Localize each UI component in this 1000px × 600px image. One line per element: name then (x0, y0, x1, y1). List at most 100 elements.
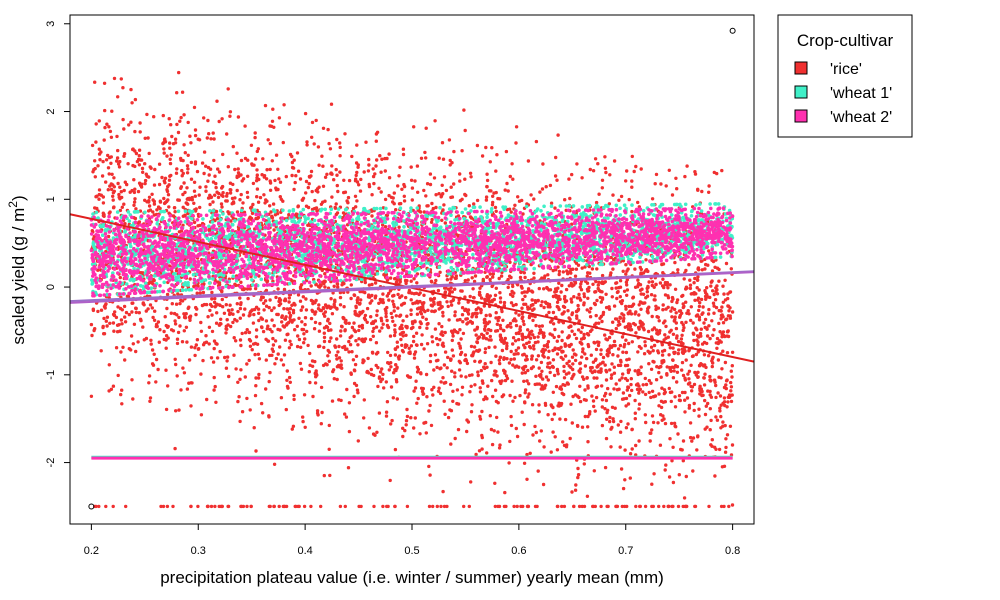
rice-point (389, 361, 393, 365)
rice-point (225, 191, 229, 196)
rice-point (352, 321, 356, 325)
rice-point (93, 80, 97, 84)
rice-point (371, 329, 375, 334)
rice-point (338, 295, 343, 300)
rice-point (374, 164, 378, 168)
rice-point (258, 195, 263, 200)
rice-point (523, 294, 527, 298)
rice-point (600, 178, 605, 182)
rice-point (688, 435, 693, 440)
rice-point (404, 333, 408, 337)
rice-point (607, 202, 611, 206)
rice-point (586, 440, 590, 444)
rice-point (365, 306, 370, 311)
rice-point (110, 109, 114, 113)
rice-point (627, 197, 631, 202)
rice-point (282, 353, 287, 357)
rice-point (529, 366, 534, 371)
rice-point (186, 153, 190, 157)
rice-point (484, 313, 488, 318)
rice-point (607, 307, 612, 311)
rice-point (496, 430, 500, 434)
rice-point (512, 357, 516, 361)
rice-point (720, 465, 725, 469)
rice-point (422, 293, 426, 297)
rice-point (638, 283, 643, 287)
rice-point (182, 329, 186, 333)
rice-point (299, 367, 304, 371)
rice-point (511, 336, 516, 340)
rice-point (434, 205, 438, 210)
rice-point (326, 354, 330, 358)
rice-point (555, 448, 560, 452)
rice-point (456, 330, 460, 335)
rice-point (132, 178, 136, 182)
rice-point (285, 307, 289, 311)
rice-point (580, 425, 585, 429)
rice-point (614, 326, 618, 331)
rice-point (367, 426, 372, 430)
rice-point (354, 305, 358, 310)
rice-point (481, 279, 485, 283)
rice-point (425, 182, 430, 186)
rice-point (448, 382, 453, 387)
rice-point (724, 379, 729, 383)
rice-point (609, 271, 613, 275)
rice-point (127, 347, 131, 351)
rice-point (612, 371, 617, 375)
rice-point (721, 420, 725, 424)
rice-point (716, 358, 721, 362)
rice-point (466, 310, 470, 314)
rice-point (489, 328, 493, 333)
rice-point (597, 280, 601, 284)
rice-point (330, 172, 334, 176)
rice-point (121, 345, 125, 349)
rice-point (287, 213, 291, 217)
rice-point (169, 328, 174, 332)
rice-point (371, 432, 376, 436)
rice-point (615, 317, 619, 321)
rice-point (586, 332, 590, 336)
rice-point (695, 448, 699, 452)
rice-point (300, 320, 304, 324)
rice-point (439, 195, 443, 199)
rice-point (493, 388, 498, 392)
rice-point (478, 386, 482, 390)
rice-point (494, 316, 498, 320)
rice-point (675, 365, 680, 369)
rice-point (193, 160, 198, 164)
rice-point (477, 449, 482, 453)
rice-point (505, 341, 509, 345)
rice-point (401, 152, 406, 157)
rice-point (101, 159, 105, 164)
rice-point (687, 406, 691, 410)
rice-point (531, 344, 536, 348)
rice-point (551, 322, 556, 326)
rice-point (442, 381, 446, 385)
rice-point (599, 300, 603, 304)
rice-point (498, 291, 502, 295)
rice-point (512, 291, 516, 295)
rice-point (716, 340, 721, 344)
rice-point (193, 133, 198, 138)
rice-point (637, 439, 641, 443)
rice-point (108, 184, 112, 188)
rice-point (625, 269, 629, 273)
rice-point (370, 321, 374, 326)
rice-point (243, 331, 248, 335)
rice-point (600, 398, 605, 402)
rice-point (107, 125, 111, 129)
rice-point (441, 192, 445, 196)
rice-point (603, 166, 608, 170)
rice-point (541, 482, 546, 487)
rice-point (375, 309, 379, 313)
rice-point (557, 272, 561, 277)
rice-point (656, 349, 660, 353)
rice-point (469, 480, 473, 484)
rice-point (585, 287, 590, 291)
rice-point (375, 158, 379, 162)
rice-point (554, 289, 559, 293)
rice-point (330, 399, 335, 403)
rice-point (331, 369, 335, 374)
rice-point (415, 281, 419, 285)
